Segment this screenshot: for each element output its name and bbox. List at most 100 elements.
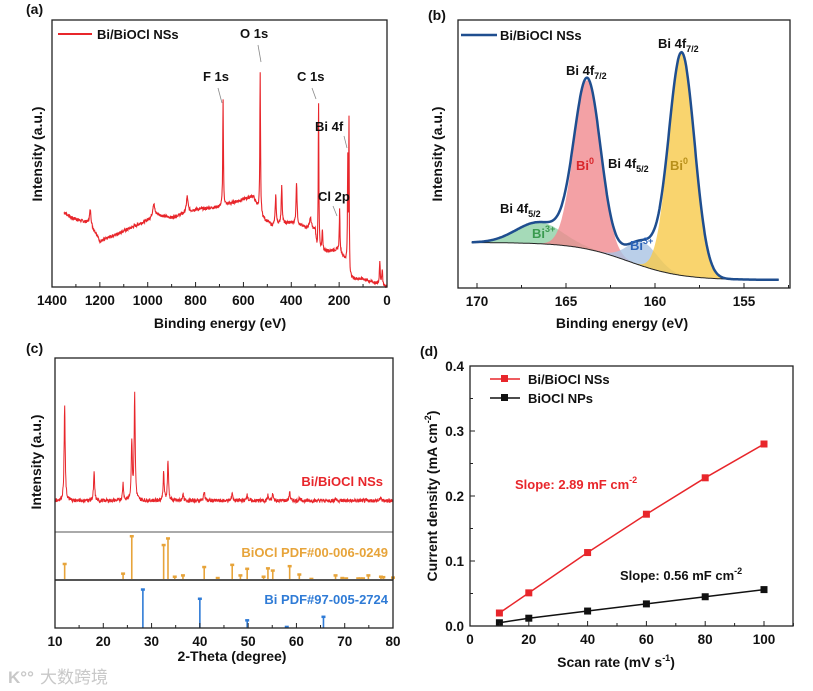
legend-label-b: Bi/BiOCl NSs — [500, 28, 582, 43]
label-bi4f72-right: Bi 4f7/2 — [658, 36, 699, 54]
y-tick-label: 0.1 — [445, 554, 464, 569]
x-tick-label: 80 — [698, 632, 713, 647]
x-tick-label: 165 — [555, 294, 578, 309]
watermark-text: 大数跨境 — [40, 668, 108, 687]
x-tick-label: 200 — [328, 293, 351, 308]
x-tick-label: 0 — [466, 632, 474, 647]
x-ticks-b: 170 165 160 155 — [466, 283, 789, 309]
panel-label-b: (b) — [428, 7, 446, 23]
x-tick-label: 50 — [241, 634, 256, 649]
data-point-1 — [525, 614, 533, 622]
reference-stick-cap — [129, 535, 134, 538]
survey-plot — [63, 72, 388, 288]
data-point-1 — [642, 600, 650, 608]
peak-label: Cl 2p — [318, 189, 350, 204]
x-tick-label: 0 — [383, 293, 391, 308]
data-point-0 — [760, 440, 768, 448]
sample-label-c: Bi/BiOCl NSs — [301, 474, 383, 489]
peak-leader-line — [257, 44, 262, 63]
data-point-0 — [525, 589, 533, 597]
x-tick-label: 155 — [733, 294, 756, 309]
reference-stick-cap — [238, 574, 243, 577]
ref-label-biocl: BiOCl PDF#00-006-0249 — [241, 545, 388, 560]
reference-stick-cap — [344, 577, 349, 580]
plot-frame-d — [469, 365, 794, 627]
x-tick-label: 400 — [280, 293, 303, 308]
reference-stick-cap — [284, 625, 289, 629]
reference-stick-cap — [161, 543, 166, 547]
label-bi0-red: Bi0 — [576, 156, 594, 173]
reference-stick-cap — [321, 615, 326, 619]
peak-annotations-a: O 1s F 1s C 1s Bi 4f Cl 2p — [203, 26, 350, 217]
legend-d: Bi/BiOCl NSs BiOCl NPs — [490, 372, 610, 406]
x-tick-label: 60 — [289, 634, 304, 649]
x-tick-label: 20 — [521, 632, 536, 647]
watermark-logo: K°° — [8, 668, 34, 687]
data-point-1 — [584, 607, 592, 615]
plot-frame-c — [54, 357, 394, 629]
peak-leader-line — [217, 87, 223, 104]
reference-stick-cap — [215, 576, 220, 580]
reference-stick-cap — [333, 574, 338, 577]
reference-stick-cap — [366, 574, 371, 577]
x-tick-label: 600 — [232, 293, 255, 308]
x-tick-label: 100 — [753, 632, 776, 647]
plot-frame-b — [457, 19, 791, 289]
panel-c: (c) Bi/BiOCl NSs BiOCl PDF#00-006-0249 B… — [8, 340, 401, 687]
x-tick-label: 40 — [580, 632, 595, 647]
peak-label: Bi 4f — [315, 119, 344, 134]
reference-stick-cap — [197, 597, 202, 601]
data-point-1 — [495, 619, 503, 627]
reference-stick-cap — [270, 569, 275, 572]
component-fill-bi0-4f5-2 — [525, 80, 649, 269]
peak-labels-b: Bi 4f7/2 Bi 4f7/2 Bi 4f5/2 Bi 4f5/2 Bi0 … — [500, 36, 699, 253]
fit-line-0 — [498, 443, 765, 614]
reference-stick-cap — [265, 567, 270, 570]
panel-label-c: (c) — [26, 340, 43, 356]
reference-stick-cap — [230, 563, 235, 567]
peak-label: F 1s — [203, 69, 229, 84]
reference-stick-cap — [297, 573, 302, 576]
label-bi3-green: Bi3+ — [532, 224, 555, 241]
cdl-plot — [495, 440, 768, 627]
x-tick-label: 800 — [184, 293, 207, 308]
y-axis-label-c: Intensity (a.u.) — [28, 415, 44, 510]
y-tick-label: 0.0 — [445, 619, 464, 634]
panel-a: (a) Bi/BiOCl NSs 1400 1200 1000 800 600 400 20… — [26, 1, 391, 331]
label-bi4f52-left: Bi 4f5/2 — [500, 201, 541, 219]
reference-stick-cap — [202, 565, 207, 569]
legend-marker-red — [501, 375, 508, 382]
data-point-0 — [495, 609, 503, 617]
x-tick-label: 60 — [639, 632, 654, 647]
x-tick-label: 40 — [192, 634, 207, 649]
reference-stick-cap — [140, 588, 145, 591]
x-ticks-a: 1400 1200 1000 800 600 400 200 0 — [37, 282, 391, 308]
legend-label-a: Bi/BiOCl NSs — [97, 27, 179, 42]
reference-stick-cap — [340, 576, 345, 580]
reference-stick-cap — [180, 574, 185, 577]
legend-label-black: BiOCl NPs — [528, 391, 593, 406]
y-tick-label: 0.4 — [445, 359, 464, 374]
reference-stick-cap — [356, 577, 361, 580]
x-axis-label-a: Binding energy (eV) — [154, 315, 286, 331]
reference-stick-cap — [121, 572, 126, 575]
axis-ticks-d: 0 20 40 60 80 100 0.0 0.1 0.2 0.3 0.4 — [445, 359, 794, 647]
label-bi4f52-mid: Bi 4f5/2 — [608, 156, 649, 174]
data-point-1 — [701, 593, 709, 601]
data-point-0 — [642, 510, 650, 518]
label-bi0-yellow: Bi0 — [670, 156, 688, 173]
data-point-0 — [701, 474, 709, 482]
reference-stick-cap — [361, 577, 366, 580]
reference-stick-cap — [245, 567, 250, 571]
y-axis-label-b: Intensity (a.u.) — [429, 107, 445, 202]
xrd-pattern-line — [54, 391, 394, 505]
x-axis-label-d: Scan rate (mV s-1) — [557, 653, 675, 670]
survey-spectrum-line — [63, 72, 388, 288]
legend-marker-black — [501, 394, 508, 401]
y-tick-label: 0.3 — [445, 424, 464, 439]
envelope-line — [471, 50, 779, 282]
peak-label: O 1s — [240, 26, 268, 41]
x-tick-label: 20 — [96, 634, 111, 649]
x-tick-label: 10 — [47, 634, 62, 649]
panel-label-d: (d) — [420, 343, 438, 359]
